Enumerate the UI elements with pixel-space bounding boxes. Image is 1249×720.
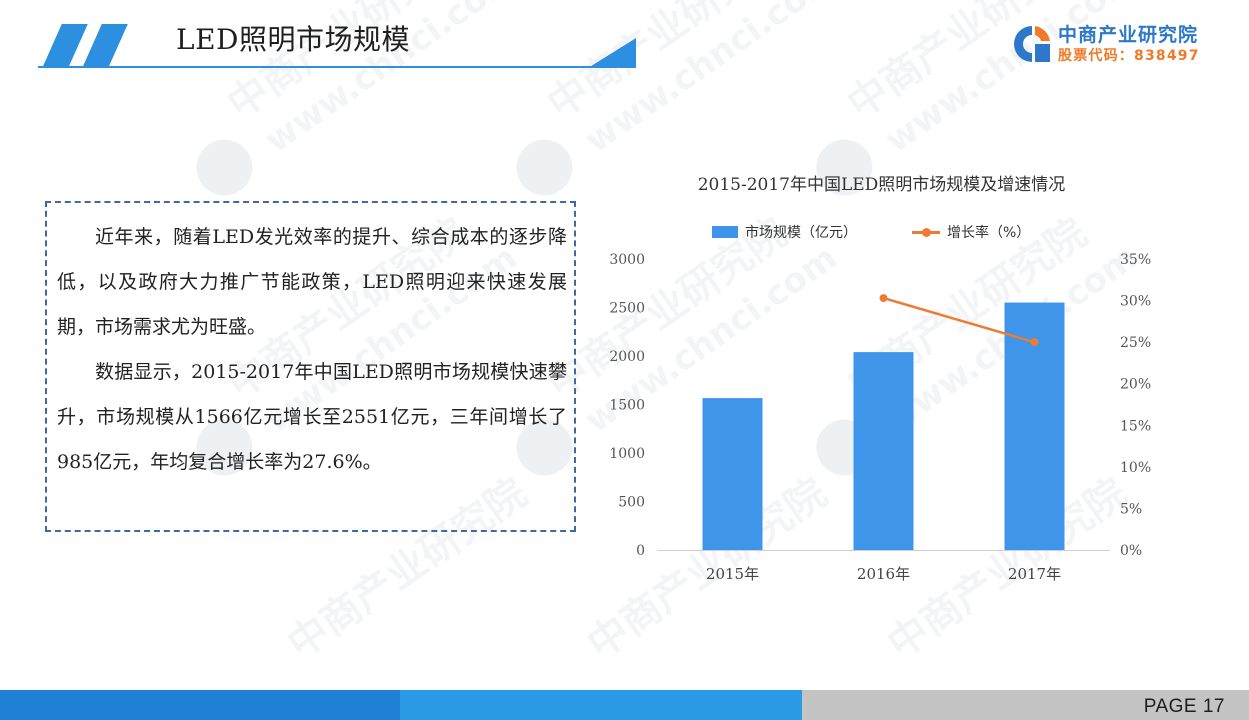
summary-paragraph-2: 数据显示，2015-2017年中国LED照明市场规模快速攀升，市场规模从1566… (57, 361, 567, 473)
company-logo: 中商产业研究院 股票代码：838497 (1010, 18, 1230, 72)
y-left-tick-label: 2000 (609, 349, 645, 365)
footer-band-dark (0, 690, 400, 720)
y-left-tick-label: 2500 (609, 301, 645, 317)
x-tick-label: 2015年 (706, 565, 759, 583)
legend-label-growth-rate: 增长率（%） (947, 225, 1031, 241)
title-underline (38, 66, 628, 68)
y-right-tick-label: 35% (1120, 252, 1151, 268)
slide-header: LED照明市场规模 中商产业研究院 股票代码：838497 (0, 0, 1249, 80)
y-right-tick-label: 20% (1120, 377, 1151, 393)
y-right-tick-label: 30% (1120, 294, 1151, 310)
summary-textbox: 近年来，随着LED发光效率的提升、综合成本的逐步降低，以及政府大力推广节能政策，… (45, 201, 576, 532)
x-tick-label: 2017年 (1008, 565, 1061, 583)
bar-market-size (853, 352, 914, 550)
point-growth-rate (879, 294, 888, 303)
page-number: PAGE 17 (1143, 696, 1225, 717)
legend-bar-swatch (712, 226, 738, 238)
line-growth-rate (883, 296, 1035, 344)
y-left-tick-label: 1500 (609, 398, 645, 414)
footer-band-light (400, 690, 802, 720)
header-stripe (82, 24, 128, 68)
y-left-tick-label: 1000 (609, 446, 645, 462)
y-right-tick-label: 0% (1120, 543, 1142, 559)
x-tick-label: 2016年 (857, 565, 910, 583)
title-triangle (588, 38, 636, 68)
header-stripe (42, 24, 88, 68)
logo-stock-code: 股票代码：838497 (1058, 48, 1200, 64)
y-right-tick-label: 10% (1120, 460, 1151, 476)
legend-label-market-size: 市场规模（亿元） (745, 225, 857, 241)
y-right-tick-label: 25% (1120, 335, 1151, 351)
y-left-tick-label: 500 (618, 495, 645, 511)
footer-band-gray (802, 690, 1249, 720)
slide-title: LED照明市场规模 (176, 23, 410, 56)
y-right-tick-label: 15% (1120, 418, 1151, 434)
summary-paragraph-1: 近年来，随着LED发光效率的提升、综合成本的逐步降低，以及政府大力推广节能政策，… (57, 226, 567, 338)
market-size-chart: 0 500 1000 1500 2000 2500 3000 0% 5% 10% 15% 20% 25%… (609, 252, 1151, 583)
slide-footer: PAGE 17 (0, 690, 1249, 720)
bar-market-size (702, 398, 763, 550)
chart-title: 2015-2017年中国LED照明市场规模及增速情况 (697, 175, 1066, 195)
logo-mark-icon (1014, 26, 1050, 62)
y-left-tick-label: 3000 (609, 252, 645, 268)
legend-dot-swatch (922, 228, 931, 237)
logo-company-name: 中商产业研究院 (1058, 24, 1199, 46)
y-right-tick-label: 5% (1120, 501, 1142, 517)
y-left-tick-label: 0 (636, 543, 645, 559)
point-growth-rate (1030, 338, 1039, 347)
